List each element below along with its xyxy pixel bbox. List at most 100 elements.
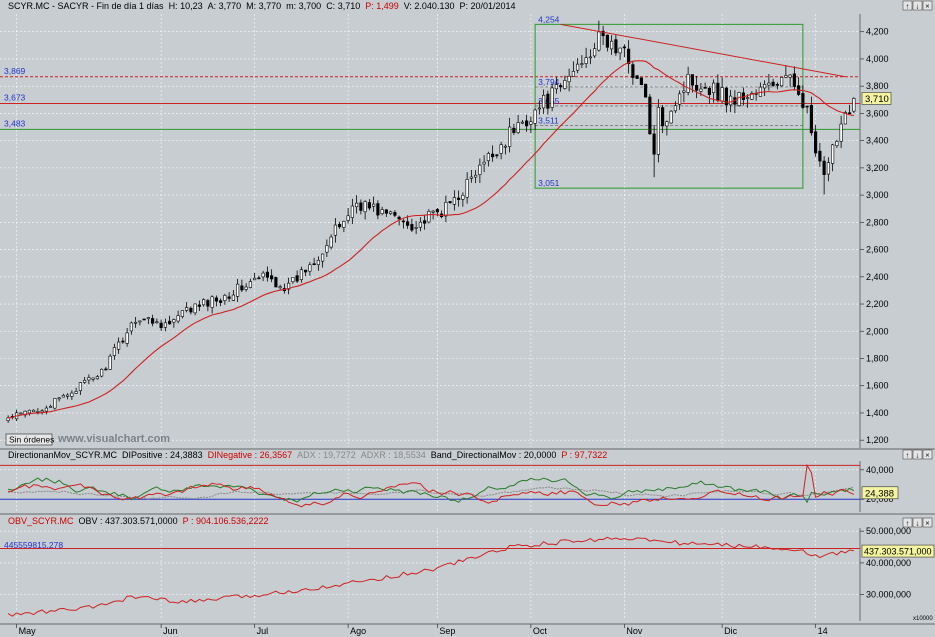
svg-text:×: × — [925, 518, 929, 527]
candle — [112, 343, 116, 360]
x-tick-label: Jul — [257, 626, 269, 636]
candle — [822, 156, 826, 195]
candle — [635, 74, 639, 79]
candle — [652, 125, 656, 178]
price-panel — [0, 0, 935, 448]
candle — [350, 198, 354, 224]
candle — [214, 295, 218, 307]
panel-button[interactable]: ↑ — [902, 517, 913, 527]
candle — [304, 269, 308, 277]
svg-text:↓: ↓ — [916, 450, 920, 459]
x-tick-label: May — [19, 626, 37, 636]
candle — [661, 105, 665, 134]
candle — [593, 42, 597, 58]
candle — [746, 94, 750, 108]
header-field: C: 3,710 — [326, 1, 360, 11]
candle — [70, 390, 74, 400]
candle — [372, 196, 376, 212]
candle — [554, 76, 558, 94]
candle — [270, 269, 274, 283]
directional-label-part: DirectionanMov_SCYR.MC — [8, 450, 118, 460]
candle — [614, 34, 618, 56]
range-box-label: 3,511 — [538, 116, 559, 126]
svg-text:↓: ↓ — [916, 1, 920, 10]
candle — [189, 306, 193, 315]
candle — [27, 409, 31, 416]
candle — [809, 96, 813, 136]
price-level[interactable]: 3,869 — [0, 66, 860, 78]
price-y-tick: 1,800 — [866, 353, 889, 363]
candle — [346, 208, 350, 224]
panel-button[interactable]: × — [922, 449, 933, 459]
candle — [771, 78, 775, 87]
candle — [750, 91, 754, 100]
candle — [406, 215, 410, 229]
candle — [482, 155, 486, 173]
candle — [673, 101, 677, 114]
directional-last-badge: 24,388 — [861, 486, 899, 499]
candle — [19, 412, 23, 415]
candle — [580, 55, 584, 69]
candle — [121, 337, 125, 344]
directional-label-part: P : 97,7322 — [561, 450, 607, 460]
panel-button[interactable]: ↑ — [902, 449, 913, 459]
x-tick-label: Jun — [163, 626, 178, 636]
x-tick-label: Nov — [626, 626, 643, 636]
candle — [737, 91, 741, 107]
obv-left-label: 445559815,278 — [4, 540, 63, 550]
range-box-label: 3,794 — [538, 77, 560, 87]
watermark: www.visualchart.com — [57, 433, 170, 445]
candle — [380, 206, 384, 216]
candle — [597, 20, 601, 52]
obv-line — [7, 536, 854, 617]
candle — [236, 278, 240, 302]
panel-button[interactable]: ↓ — [912, 517, 923, 527]
price-y-tick: 2,400 — [866, 272, 889, 282]
price-y-tick: 3,600 — [866, 108, 889, 118]
no-orders-label: Sin órdenes — [9, 435, 54, 445]
candle — [219, 298, 223, 307]
directional-panel-buttons: ↑ ↓ × — [902, 449, 933, 459]
no-orders-badge[interactable]: Sin órdenes — [5, 433, 54, 446]
candle — [104, 366, 108, 371]
price-y-tick: 4,200 — [866, 27, 889, 37]
candle — [278, 284, 282, 291]
directional-y-tick: 40,000 — [866, 465, 894, 475]
candle — [461, 192, 465, 207]
panel-button[interactable]: ↓ — [912, 0, 923, 10]
candle — [678, 90, 682, 110]
price-level[interactable]: 3,483 — [0, 118, 860, 130]
panel-button[interactable]: × — [922, 0, 933, 10]
price-level[interactable]: 3,673 — [0, 92, 860, 104]
candle — [418, 217, 422, 232]
candle — [559, 83, 563, 92]
candle — [529, 116, 533, 133]
panel-button[interactable]: ↓ — [912, 449, 923, 459]
candle — [648, 93, 652, 135]
candle — [32, 409, 36, 413]
price-y-tick: 3,400 — [866, 136, 889, 146]
candle — [478, 158, 482, 183]
directional-label-part: ADXR : 18,5534 — [361, 450, 426, 460]
panel-button[interactable]: × — [922, 517, 933, 527]
candle — [567, 68, 571, 92]
candle — [525, 114, 529, 132]
candle — [852, 97, 856, 114]
candle — [780, 77, 784, 87]
candle — [193, 303, 197, 316]
candle — [227, 292, 231, 302]
obv-scale-note: x10000 — [913, 616, 933, 622]
di-negative-line — [8, 463, 855, 508]
x-tick-label: Sep — [439, 626, 455, 636]
last-price-badge: 3,710 — [861, 92, 892, 105]
candle — [291, 277, 295, 284]
obv-label-part: OBV : 437.303.571,0000 — [79, 516, 178, 526]
candle — [818, 142, 822, 167]
panel-button[interactable]: ↑ — [902, 0, 913, 10]
candle — [546, 90, 550, 115]
candle — [40, 409, 44, 415]
candle — [724, 86, 728, 113]
candle — [142, 318, 146, 321]
candle — [814, 124, 818, 157]
trendline[interactable] — [560, 23, 846, 78]
